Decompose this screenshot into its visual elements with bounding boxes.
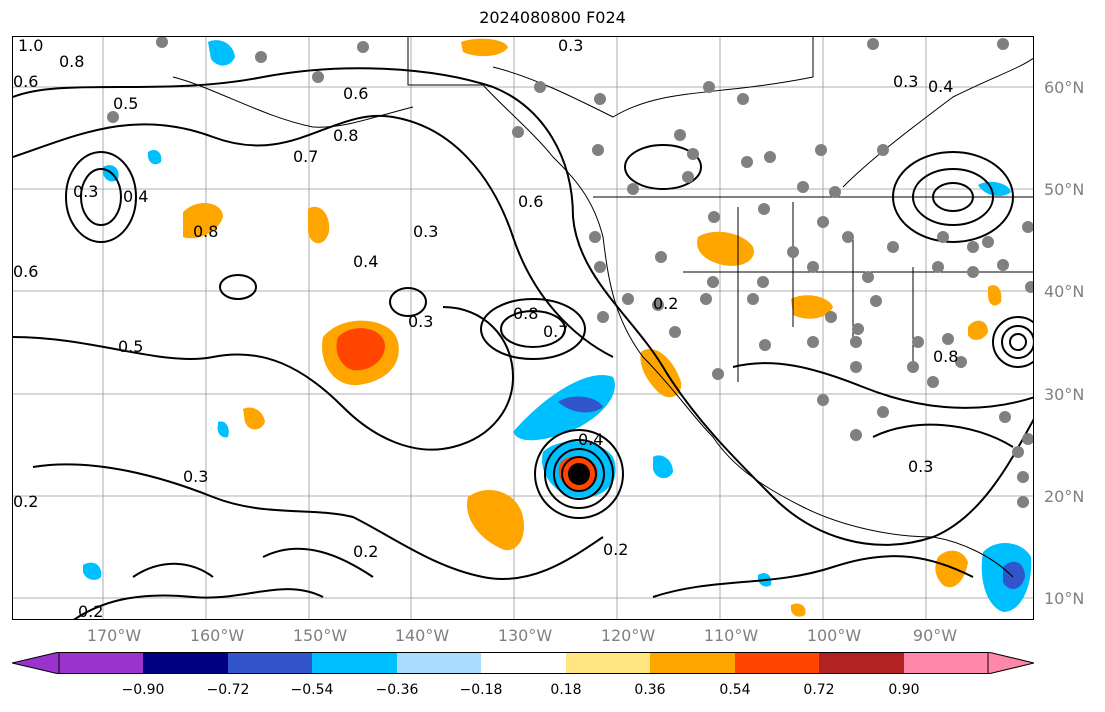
lon-label: 110°W [703, 626, 759, 645]
cyclone-center [570, 465, 588, 483]
contour-label: 0.3 [413, 222, 438, 241]
coastlines [172, 37, 1033, 578]
lat-label: 10°N [1044, 589, 1085, 608]
contour-label: 0.3 [408, 312, 433, 331]
contour-label: 0.3 [183, 467, 208, 486]
contour-label: 0.8 [333, 126, 358, 145]
lon-label: 140°W [394, 626, 450, 645]
colorbar-tick: 0.18 [550, 682, 582, 698]
colorbar-tick: −0.18 [459, 682, 503, 698]
contour-label: 0.2 [353, 542, 378, 561]
contour-label: 0.8 [59, 52, 84, 71]
lon-label: 150°W [292, 626, 348, 645]
contour-label: 0.6 [13, 262, 38, 281]
lat-label: 50°N [1044, 180, 1085, 199]
contour-label: 0.8 [193, 222, 218, 241]
contour-label: 0.3 [558, 37, 583, 55]
map-title: 2024080800 F024 [479, 8, 626, 27]
contour-label: 0.2 [603, 540, 628, 559]
contour-label: 0.6 [13, 72, 38, 91]
contour-label: 0.8 [933, 347, 958, 366]
colorbar-tick: 0.54 [719, 682, 751, 698]
colorbar-tick: 0.36 [634, 682, 666, 698]
contour-label: 0.7 [543, 322, 568, 341]
contour-label: 0.4 [123, 187, 148, 206]
lon-label: 130°W [497, 626, 553, 645]
contour-label: 0.3 [73, 182, 98, 201]
contour-label: 0.5 [113, 94, 138, 113]
map-panel[interactable]: 1.0 0.8 0.6 0.5 0.6 0.8 0.7 0.3 0.4 0.3 … [12, 36, 1034, 620]
lon-label: 170°W [86, 626, 142, 645]
colorbar-tick: 0.90 [888, 682, 920, 698]
lat-label: 30°N [1044, 385, 1085, 404]
map-canvas: 1.0 0.8 0.6 0.5 0.6 0.8 0.7 0.3 0.4 0.3 … [13, 37, 1033, 620]
contour-label: 0.4 [928, 77, 953, 96]
contour-label: 0.7 [293, 147, 318, 166]
contour-label: 0.6 [518, 192, 543, 211]
contour-label: 0.2 [78, 602, 103, 620]
contour-label: 0.5 [118, 337, 143, 356]
lon-label: 120°W [600, 626, 656, 645]
contour-value-labels: 1.0 0.8 0.6 0.5 0.6 0.8 0.7 0.3 0.4 0.3 … [13, 37, 958, 620]
contour-label: 0.3 [908, 457, 933, 476]
lon-label: 90°W [912, 626, 958, 645]
contour-label: 1.0 [18, 37, 43, 55]
colorbar-tick: −0.90 [121, 682, 165, 698]
colorbar [12, 652, 1034, 674]
contour-label: 0.4 [353, 252, 378, 271]
graticule [13, 37, 1033, 619]
colorbar-tick: −0.54 [290, 682, 334, 698]
colorbar-tick: 0.72 [803, 682, 835, 698]
colorbar-tick: −0.72 [206, 682, 250, 698]
lon-label: 160°W [189, 626, 245, 645]
station-markers [107, 37, 1033, 508]
contour-label: 0.2 [13, 492, 38, 511]
lat-label: 40°N [1044, 282, 1085, 301]
contour-label: 0.4 [578, 430, 603, 449]
contour-label: 0.2 [653, 294, 678, 313]
contour-label: 0.3 [893, 72, 918, 91]
colorbar-tick: −0.36 [375, 682, 419, 698]
contour-lines [13, 67, 1033, 619]
lat-label: 60°N [1044, 78, 1085, 97]
lat-label: 20°N [1044, 487, 1085, 506]
contour-label: 0.8 [513, 304, 538, 323]
contour-label: 0.6 [343, 84, 368, 103]
lon-label: 100°W [806, 626, 862, 645]
